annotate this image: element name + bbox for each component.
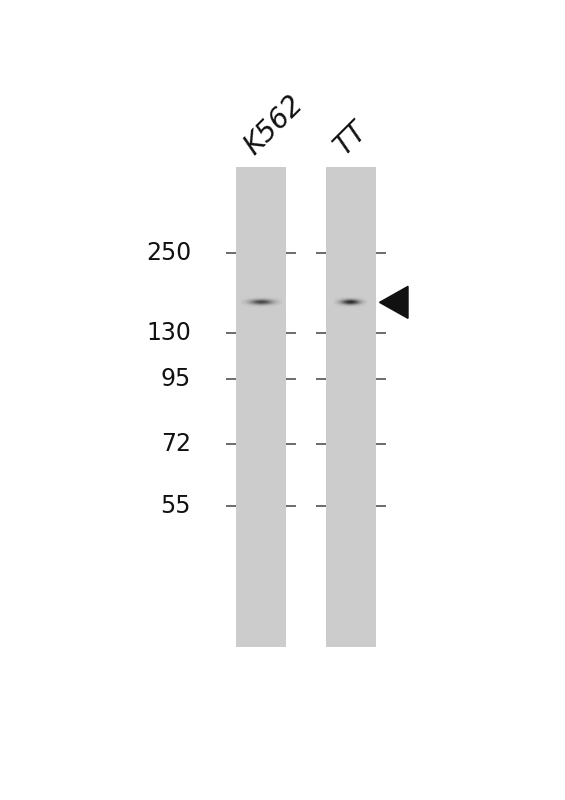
Text: 72: 72 <box>161 432 191 456</box>
Text: 250: 250 <box>146 241 191 265</box>
Text: 95: 95 <box>161 367 191 391</box>
Text: 130: 130 <box>146 321 191 345</box>
Text: K562: K562 <box>239 90 309 161</box>
Text: TT: TT <box>329 117 373 161</box>
Text: 55: 55 <box>160 494 191 518</box>
Polygon shape <box>380 286 408 318</box>
Bar <box>236 167 286 647</box>
Bar <box>325 167 376 647</box>
